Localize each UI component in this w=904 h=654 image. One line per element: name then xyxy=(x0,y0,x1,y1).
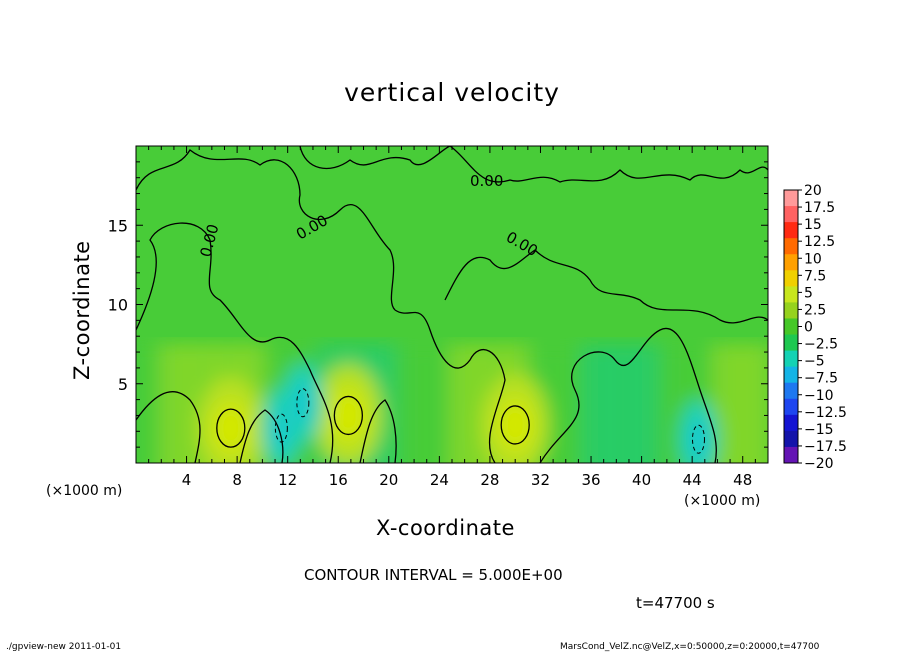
zero-contour xyxy=(394,309,506,463)
footer-source: MarsCond_VelZ.nc@VelZ,x=0:50000,z=0:2000… xyxy=(560,642,820,652)
x-tick-label: 48 xyxy=(733,471,752,489)
updraft-core xyxy=(212,402,249,455)
x-tick-label: 4 xyxy=(182,471,192,489)
colorbar-swatch xyxy=(784,398,798,416)
negative-contour xyxy=(274,413,288,443)
colorbar-swatch xyxy=(784,350,798,368)
colorbar-label: −2.5 xyxy=(804,337,838,353)
chart-title: vertical velocity xyxy=(344,78,560,107)
colorbar-label: 20 xyxy=(804,183,822,199)
colorbar-swatch xyxy=(784,270,798,287)
colorbar-swatch xyxy=(784,254,798,271)
zero-contour xyxy=(449,146,768,183)
colorbar-swatch xyxy=(784,206,798,223)
colorbar-label: −5 xyxy=(804,354,825,370)
x-unit-label-left: (×1000 m) xyxy=(46,483,123,499)
colorbar-label: −12.5 xyxy=(804,405,847,421)
field-band xyxy=(737,344,768,463)
zero-contour xyxy=(136,149,396,311)
colorbar-label: −20 xyxy=(804,456,834,472)
time-stamp: t=47700 s xyxy=(636,594,715,612)
positive-contour xyxy=(333,395,364,436)
x-tick-label: 8 xyxy=(232,471,242,489)
negative-contour xyxy=(296,388,310,418)
colorbar-label: 0 xyxy=(804,320,813,336)
colorbar-label: −10 xyxy=(804,388,834,404)
x-tick-label: 36 xyxy=(581,471,600,489)
x-tick-label: 12 xyxy=(278,471,297,489)
colorbar-label: 10 xyxy=(804,251,822,267)
y-tick-label: 5 xyxy=(118,375,128,394)
colorbar-label: 15 xyxy=(804,217,822,233)
x-tick-label: 24 xyxy=(430,471,449,489)
colorbar-swatch xyxy=(784,382,798,400)
contour-interval-text: CONTOUR INTERVAL = 5.000E+00 xyxy=(304,566,563,584)
colorbar-swatch xyxy=(784,414,798,432)
plot-area: 0.000.000.000.00 xyxy=(135,145,769,464)
y-tick-label: 15 xyxy=(108,216,128,235)
contour-lines: 0.000.000.000.00 xyxy=(136,146,768,463)
colorbar-swatch xyxy=(784,302,798,319)
colorbar-label: −7.5 xyxy=(804,371,838,387)
x-tick-label: 40 xyxy=(632,471,651,489)
colorbar-swatch xyxy=(784,430,798,448)
colorbar-swatch xyxy=(784,222,798,239)
colorbar-label: −17.5 xyxy=(804,439,847,455)
x-tick-label: 44 xyxy=(683,471,702,489)
y-axis: 5 10 15 xyxy=(108,161,768,448)
x-unit-label-right: (×1000 m) xyxy=(684,493,761,509)
zero-contour xyxy=(136,222,334,463)
x-tick-label: 32 xyxy=(531,471,550,489)
x-axis-label: X-coordinate xyxy=(376,516,515,540)
colorbar-label: 7.5 xyxy=(804,268,826,284)
zero-contour xyxy=(239,409,284,463)
colorbar-swatch xyxy=(784,366,798,384)
zero-contour xyxy=(359,399,397,463)
positive-contour xyxy=(500,405,530,445)
zero-contour xyxy=(539,327,717,463)
colorbar-label: 2.5 xyxy=(804,302,826,318)
negative-contour xyxy=(691,424,705,454)
zero-contour xyxy=(444,249,768,324)
colorbar-swatch xyxy=(784,446,798,464)
x-axis: 4 8 12 16 20 24 28 32 36 40 44 48 xyxy=(148,146,756,489)
colorbar-swatch xyxy=(784,286,798,303)
x-tick-label: 28 xyxy=(480,471,499,489)
colorbar-swatch xyxy=(784,190,798,207)
contour-label: 0.00 xyxy=(470,172,503,190)
colorbar-label: 5 xyxy=(804,285,813,301)
zero-contour xyxy=(299,146,451,170)
x-tick-label: 16 xyxy=(329,471,348,489)
footer-program: ./gpview-new 2011-01-01 xyxy=(6,642,122,652)
colorbar-label: 17.5 xyxy=(804,200,835,216)
colorbar-swatch xyxy=(784,238,798,255)
zero-contour xyxy=(136,391,201,463)
y-tick-label: 10 xyxy=(108,296,128,315)
updraft-core xyxy=(497,398,534,451)
updraft-core xyxy=(330,389,367,442)
positive-contour xyxy=(216,408,246,448)
colorbar-label: 12.5 xyxy=(804,234,835,250)
colorbar-swatch xyxy=(784,318,798,336)
colorbar-label: −15 xyxy=(804,422,834,438)
x-tick-label: 20 xyxy=(379,471,398,489)
colorbar-swatch xyxy=(784,334,798,352)
